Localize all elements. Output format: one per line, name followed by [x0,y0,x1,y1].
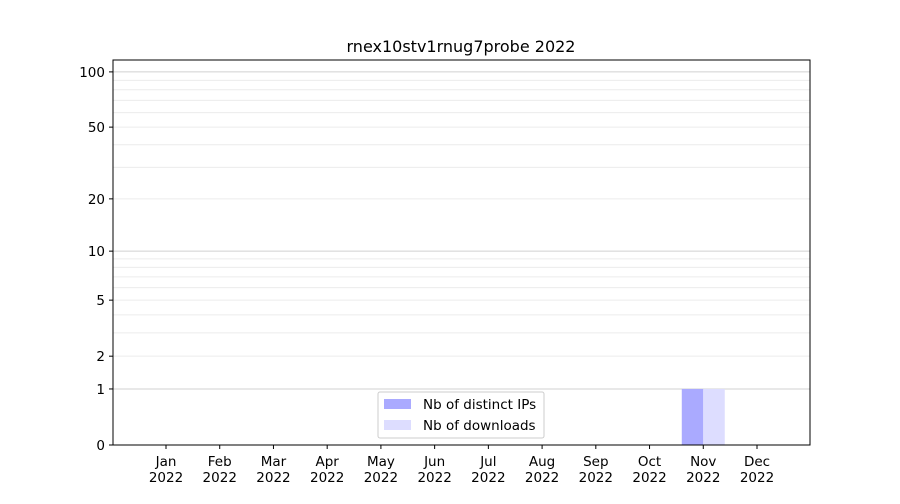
x-tick-label: Mar [261,454,287,470]
x-tick-label: Oct [638,454,661,470]
x-tick-label: 2022 [525,470,559,486]
legend-swatch-downloads [384,420,411,430]
x-tick-label: Jul [479,454,496,470]
x-tick-label: 2022 [740,470,774,486]
x-tick-label: 2022 [149,470,183,486]
y-tick-label: 50 [88,120,105,136]
y-tick-label: 1 [96,382,105,398]
x-tick-label: Sep [583,454,608,470]
y-tick-label: 20 [88,192,105,208]
legend: Nb of distinct IPs Nb of downloads [377,391,545,439]
x-tick-label: 2022 [364,470,398,486]
y-tick-label: 5 [96,293,105,309]
x-tick-label: Apr [316,454,340,470]
x-tick-label: 2022 [203,470,237,486]
y-tick-label: 10 [88,244,105,260]
x-tick-label: Dec [744,454,770,470]
x-tick-label: Jan [155,454,177,470]
y-axis: 0 1 2 5 10 20 50 100 [79,65,113,454]
x-tick-label: Feb [208,454,232,470]
legend-label-distinct-ips: Nb of distinct IPs [423,397,536,413]
x-tick-label: 2022 [579,470,613,486]
plot-frame [112,59,811,446]
x-tick-label: 2022 [686,470,720,486]
x-tick-label: 2022 [632,470,666,486]
x-tick-label: 2022 [310,470,344,486]
y-tick-label: 100 [79,65,105,81]
x-tick-label: 2022 [256,470,290,486]
legend-swatch-distinct-ips [384,399,411,409]
x-axis: Jan2022Feb2022Mar2022Apr2022May2022Jun20… [149,445,774,486]
x-tick-label: Nov [690,454,716,470]
y-tick-label: 2 [96,349,105,365]
grid [113,71,810,390]
legend-label-downloads: Nb of downloads [423,418,536,434]
x-tick-label: Jun [423,454,445,470]
bar-downloads [703,388,725,445]
x-tick-label: May [367,454,395,470]
x-tick-label: 2022 [417,470,451,486]
x-tick-label: 2022 [471,470,505,486]
x-tick-label: Aug [529,454,555,470]
bar-distinct-ips [681,388,704,445]
y-tick-label: 0 [96,438,105,454]
bars [681,388,725,445]
chart-title: rnex10stv1rnug7probe 2022 [347,37,576,56]
legend-box [377,391,545,439]
